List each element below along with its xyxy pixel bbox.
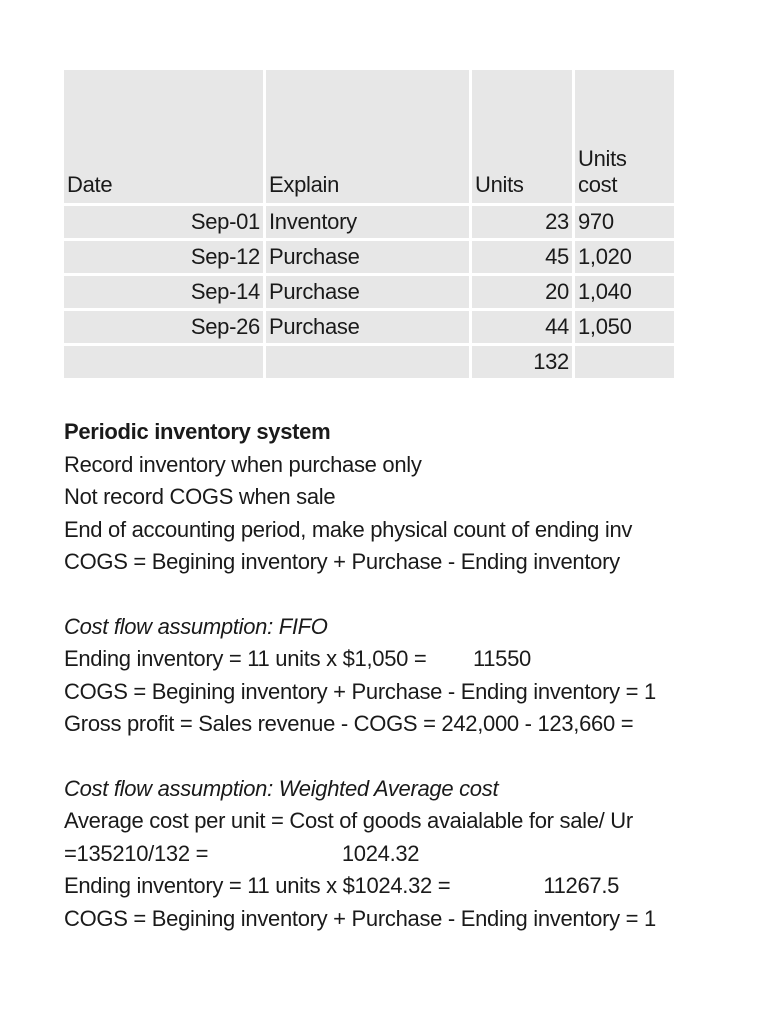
section-periodic: Periodic inventory system Record invento… xyxy=(64,416,704,579)
cell-units: 44 xyxy=(472,311,572,343)
text-line: Average cost per unit = Cost of goods av… xyxy=(64,808,633,833)
text-line: COGS = Begining inventory + Purchase - E… xyxy=(64,549,620,574)
text-line: COGS = Begining inventory + Purchase - E… xyxy=(64,905,656,931)
text-line: End of accounting period, make physical … xyxy=(64,516,633,542)
cell-cost: 1,050 xyxy=(575,311,674,343)
table-row: Sep-01 Inventory 23 970 xyxy=(64,206,674,238)
cell-cost xyxy=(575,346,674,378)
section-fifo: Cost flow assumption: FIFO Ending invent… xyxy=(64,611,704,741)
table-row: Sep-12 Purchase 45 1,020 xyxy=(64,241,674,273)
cell-units: 23 xyxy=(472,206,572,238)
cell-explain: Purchase xyxy=(266,276,469,308)
section-title-weighted-average: Cost flow assumption: Weighted Average c… xyxy=(64,775,499,801)
header-units-cost: Units cost xyxy=(575,70,674,203)
text-line: Gross profit = Sales revenue - COGS = 24… xyxy=(64,711,634,736)
cell-cost: 1,020 xyxy=(575,241,674,273)
section-weighted-average: Cost flow assumption: Weighted Average c… xyxy=(64,773,704,936)
cell-date xyxy=(64,346,263,378)
cell-cost: 1,040 xyxy=(575,276,674,308)
text-line: Ending inventory = 11 units x $1024.32 =… xyxy=(64,873,620,898)
text-line: COGS = Begining inventory + Purchase - E… xyxy=(64,678,656,704)
text-line: Ending inventory = 11 units x $1,050 = 1… xyxy=(64,646,531,671)
cell-date: Sep-12 xyxy=(64,241,263,273)
table-row: Sep-14 Purchase 20 1,040 xyxy=(64,276,674,308)
cell-date: Sep-14 xyxy=(64,276,263,308)
table-row: Sep-26 Purchase 44 1,050 xyxy=(64,311,674,343)
cell-cost: 970 xyxy=(575,206,674,238)
table-header-row: Date Explain Units Units cost xyxy=(64,70,674,203)
inventory-table: Date Explain Units Units cost Sep-01 Inv… xyxy=(61,67,677,381)
header-date: Date xyxy=(64,70,263,203)
cell-explain: Inventory xyxy=(266,206,469,238)
cell-units: 20 xyxy=(472,276,572,308)
table-total-row: 132 xyxy=(64,346,674,378)
text-line: Record inventory when purchase only xyxy=(64,451,422,477)
cell-units: 45 xyxy=(472,241,572,273)
text-line: =135210/132 = 1024.32 xyxy=(64,840,420,866)
section-title-fifo: Cost flow assumption: FIFO xyxy=(64,613,328,639)
cell-date: Sep-01 xyxy=(64,206,263,238)
notes-text-block: Periodic inventory system Record invento… xyxy=(64,416,704,935)
cell-units-total: 132 xyxy=(472,346,572,378)
header-units: Units xyxy=(472,70,572,203)
header-explain: Explain xyxy=(266,70,469,203)
text-line: Not record COGS when sale xyxy=(64,484,336,509)
cell-date: Sep-26 xyxy=(64,311,263,343)
section-title-periodic: Periodic inventory system xyxy=(64,419,331,444)
cell-explain: Purchase xyxy=(266,311,469,343)
cell-explain: Purchase xyxy=(266,241,469,273)
cell-explain xyxy=(266,346,469,378)
